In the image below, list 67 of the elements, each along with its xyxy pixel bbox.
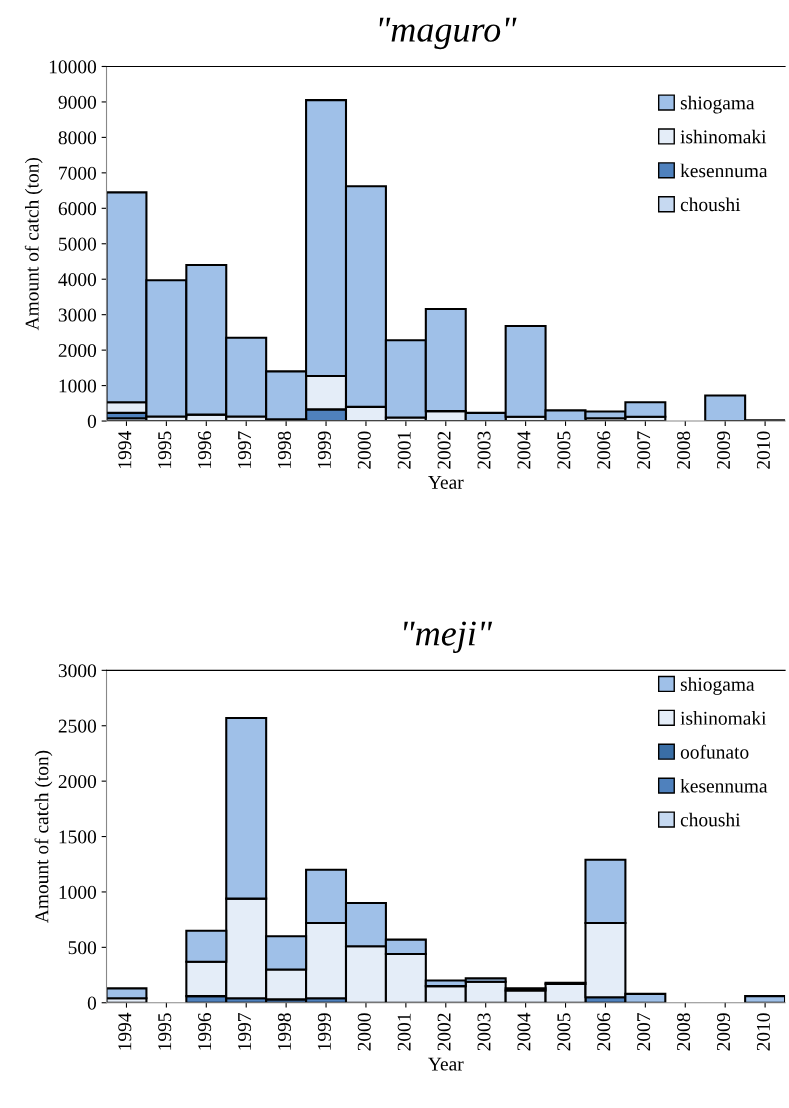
x-tick-label: 2006 [597,431,611,469]
x-tick-label: 2001 [397,1013,411,1051]
legend-label: shiogama [680,95,755,114]
x-tick-label: 1998 [277,1013,291,1050]
x-tick-label: 2007 [637,1013,651,1051]
legend-label: kesennuma [680,163,768,178]
x-axis-title: Year [428,475,464,489]
x-tick-label: 2008 [677,431,691,469]
y-tick-label: 6000 [58,202,97,216]
x-tick-label: 2009 [716,1013,731,1051]
x-tick-label: 2000 [357,1013,371,1051]
legend-label: ishinomaki [680,711,767,725]
x-tick-label: 2003 [477,1013,491,1051]
x-tick-label: 2003 [477,431,491,469]
x-tick-label: 1999 [317,431,331,468]
y-tick-label: 500 [68,941,97,955]
x-tick-label: 2001 [397,431,411,469]
y-tick-label: 2000 [58,774,97,789]
legend-label: shiogama [680,677,755,695]
x-tick-label: 2000 [357,431,371,469]
x-tick-label: 1998 [277,431,291,468]
y-tick-label: 7000 [59,166,97,180]
x-tick-label: 2005 [557,431,571,469]
x-tick-label: 2004 [517,431,531,469]
x-tick-label: 2010 [756,1013,770,1051]
x-tick-label: 1996 [198,431,212,468]
x-tick-label: 2002 [437,1013,451,1051]
x-tick-label: 1999 [317,1013,331,1050]
legend-label: choushi [680,812,741,827]
x-axis-title: Year [428,1057,464,1071]
y-axis-title: Amount of catch (ton) [34,750,53,924]
x-tick-label: 1997 [238,1013,252,1050]
x-tick-label: 2005 [557,1013,571,1051]
y-tick-label: 2000 [58,343,97,358]
y-tick-label: 0 [87,996,97,1010]
legend-label: kesennuma [680,778,768,793]
legend-label: oofunato [680,744,749,759]
chart-title: "meji" [404,621,493,654]
y-tick-label: 10000 [49,60,97,74]
y-axis-title: Amount of catch (ton) [24,157,43,331]
x-tick-label: 2006 [597,1013,611,1051]
y-tick-label: 3000 [58,308,97,322]
x-tick-label: 2009 [716,431,731,469]
y-tick-label: 1500 [59,830,97,844]
x-tick-label: 2002 [437,431,451,469]
x-tick-label: 1994 [118,431,132,468]
x-tick-label: 2004 [517,1012,531,1051]
x-tick-label: 1997 [238,431,252,468]
y-tick-label: 3000 [58,664,97,678]
y-tick-label: 0 [87,414,97,428]
y-tick-label: 1000 [59,885,97,899]
y-tick-label: 5000 [59,237,97,251]
x-tick-label: 1995 [158,1013,172,1050]
x-tick-label: 2010 [756,431,770,469]
y-tick-label: 8000 [58,131,97,145]
y-tick-label: 4000 [58,273,97,287]
y-tick-label: 1000 [59,379,97,393]
x-tick-label: 1996 [198,1013,212,1050]
x-tick-label: 2008 [677,1013,691,1051]
y-tick-label: 2500 [58,719,97,733]
y-tick-label: 9000 [58,95,97,109]
chart-title: "maguro" [379,17,517,50]
x-tick-label: 1994 [118,1012,132,1050]
legend-label: choushi [680,197,741,212]
x-tick-label: 1995 [158,431,172,468]
x-tick-label: 2007 [637,431,651,469]
legend-label: ishinomaki [680,129,767,144]
